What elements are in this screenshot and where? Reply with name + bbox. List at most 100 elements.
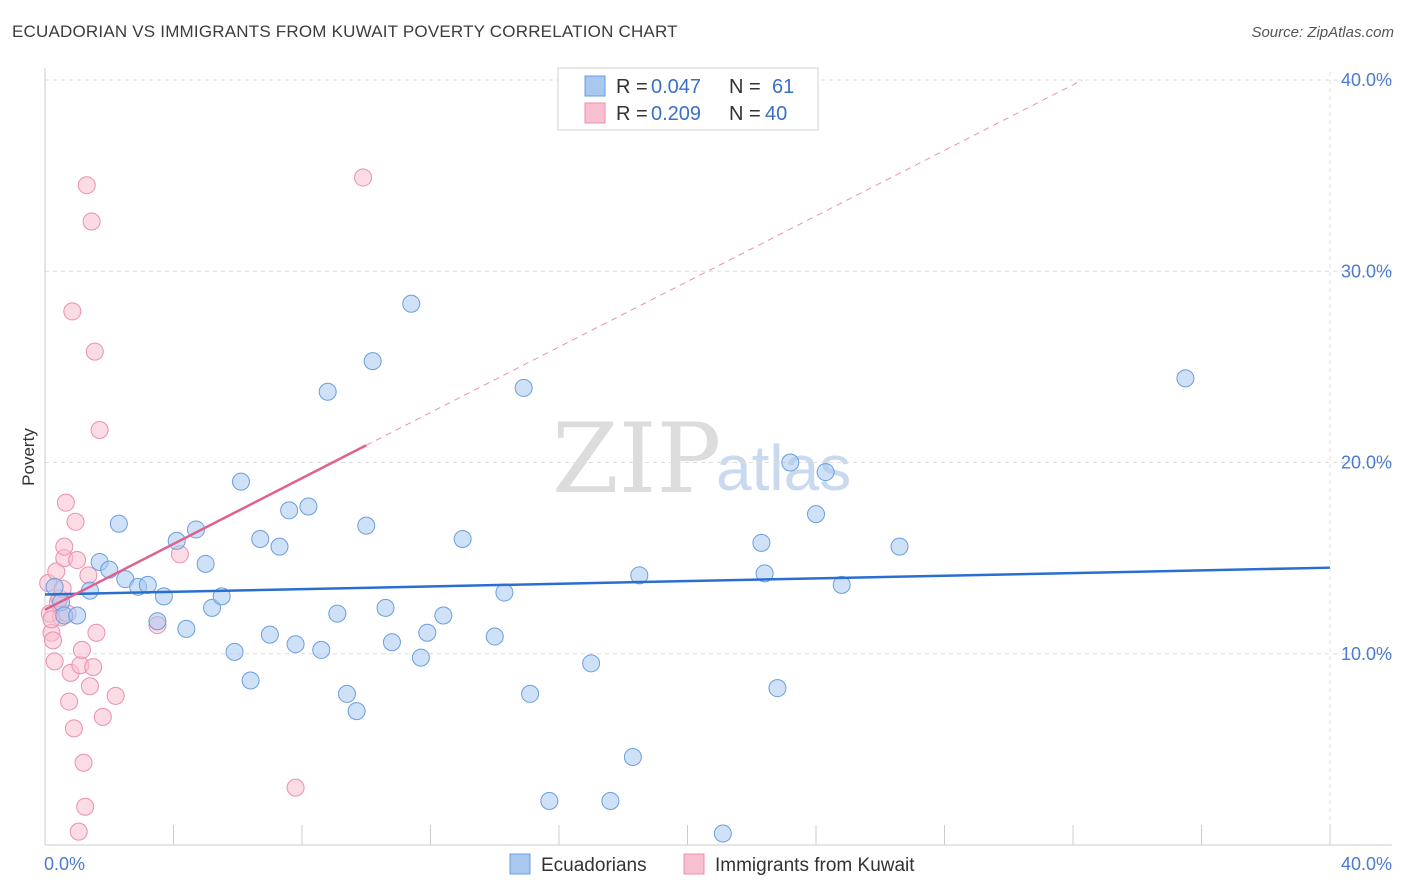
ecuadorians-point-18 [212, 587, 231, 606]
ecuadorians-point-7 [109, 514, 128, 533]
kuwait-point-28 [82, 212, 101, 231]
ecuadorians-point-11 [148, 612, 167, 631]
ecuadorians-point-52 [752, 533, 771, 552]
ecuadorians-point-42 [485, 627, 504, 646]
legend-n-value-blue: 61 [772, 76, 794, 98]
ecuadorians-point-3 [68, 606, 87, 625]
ecuadorians-point-13 [167, 531, 186, 550]
ecuadorians-point-44 [514, 378, 533, 397]
ecuadorians-point-48 [601, 792, 620, 811]
ecuadorians-point-55 [781, 453, 800, 472]
axes [44, 68, 1392, 846]
legend-n-label-pink: N = [729, 103, 761, 125]
ecuadorians-point-28 [312, 640, 331, 659]
kuwait-point-12 [56, 493, 75, 512]
legend-n-label-blue: N = [729, 76, 761, 98]
kuwait-point-16 [63, 302, 82, 321]
series-ecuadorians-points [45, 294, 1195, 843]
legend-r-value-blue: 0.047 [651, 76, 701, 98]
y-tick-label-0: 10.0% [1341, 644, 1392, 664]
kuwait-point-20 [69, 822, 88, 841]
ecuadorians-point-46 [540, 792, 559, 811]
watermark: ZIP atlas [552, 403, 851, 515]
ecuadorians-point-53 [755, 564, 774, 583]
ecuadorians-point-30 [328, 604, 347, 623]
ecuadorians-point-33 [357, 516, 376, 535]
kuwait-point-26 [79, 566, 98, 585]
kuwait-trend-line [44, 444, 367, 611]
ecuadorians-point-22 [251, 530, 270, 548]
kuwait-point-32 [90, 420, 109, 439]
kuwait-trend-extension [366, 79, 1083, 446]
ecuadorians-point-31 [337, 684, 356, 703]
ecuadorians-point-60 [1176, 369, 1195, 388]
ecuadorians-point-17 [203, 598, 222, 617]
x-tick-labels: 0.0% 40.0% [44, 854, 1392, 874]
legend-n-value-pink: 40 [765, 103, 787, 125]
ecuadorians-point-58 [832, 575, 851, 594]
kuwait-point-17 [64, 719, 83, 738]
kuwait-point-19 [68, 551, 87, 570]
legend-swatch-pink [584, 102, 606, 124]
ecuadorians-point-21 [241, 671, 260, 690]
legend-r-label-pink: R = [616, 103, 648, 125]
ecuadorians-point-14 [177, 619, 196, 638]
chart-title: ECUADORIAN VS IMMIGRANTS FROM KUWAIT POV… [12, 22, 678, 41]
kuwait-point-4 [45, 652, 64, 671]
ecuadorians-point-59 [890, 537, 909, 556]
kuwait-point-29 [84, 658, 103, 677]
ecuadorians-point-45 [521, 684, 540, 703]
kuwait-point-30 [85, 342, 104, 361]
ecuadorians-trend-line [44, 566, 1331, 596]
kuwait-point-22 [72, 640, 91, 659]
ecuadorians-point-40 [434, 606, 453, 625]
bottom-legend-ecuadorians: Ecuadorians [541, 855, 647, 876]
kuwait-point-23 [74, 753, 93, 772]
ecuadorians-point-36 [382, 633, 401, 652]
bottom-legend-swatch-ecuadorians [509, 853, 531, 875]
ecuadorians-point-34 [363, 352, 382, 371]
ecuadorians-point-20 [231, 472, 250, 491]
bottom-legend: Ecuadorians Immigrants from Kuwait [509, 853, 915, 876]
y-tick-label-1: 20.0% [1341, 453, 1392, 473]
ecuadorians-point-26 [286, 635, 305, 654]
ecuadorians-point-0 [45, 577, 64, 596]
ecuadorians-point-51 [713, 824, 732, 843]
kuwait-point-24 [76, 797, 95, 816]
ecuadorians-point-37 [402, 294, 421, 313]
legend-swatch-blue [584, 75, 606, 97]
source-label: Source: ZipAtlas.com [1251, 24, 1394, 41]
ecuadorians-point-32 [347, 702, 366, 721]
ecuadorians-point-38 [411, 648, 430, 667]
ecuadorians-point-49 [623, 748, 642, 767]
ecuadorians-point-25 [280, 501, 299, 520]
bottom-legend-swatch-kuwait [683, 853, 705, 875]
ecuadorians-point-29 [318, 382, 337, 401]
kuwait-point-14 [60, 692, 79, 711]
ecuadorians-point-43 [495, 583, 514, 602]
y-tick-label-2: 30.0% [1341, 261, 1392, 281]
legend: R = 0.047 N = 61 R = 0.209 N = 40 [557, 67, 819, 131]
kuwait-point-34 [106, 686, 125, 705]
ecuadorians-point-47 [582, 654, 601, 673]
kuwait-point-25 [77, 176, 96, 195]
kuwait-point-33 [93, 707, 112, 726]
kuwait-point-11 [55, 537, 74, 556]
ecuadorians-point-23 [260, 625, 279, 644]
kuwait-point-18 [66, 512, 85, 531]
x-tick-label-0: 0.0% [44, 854, 85, 874]
y-tick-label-3: 40.0% [1341, 70, 1392, 90]
ecuadorians-point-41 [453, 530, 472, 548]
ecuadorians-point-10 [138, 575, 157, 594]
ecuadorians-point-16 [196, 554, 215, 573]
kuwait-point-37 [286, 778, 305, 797]
ecuadorians-point-24 [270, 537, 289, 556]
kuwait-point-3 [44, 631, 63, 650]
kuwait-point-38 [354, 168, 373, 187]
legend-r-value-pink: 0.209 [651, 103, 701, 125]
ecuadorians-point-39 [418, 623, 437, 642]
series-kuwait-points [39, 168, 373, 841]
x-tick-label-1: 40.0% [1341, 854, 1392, 874]
ecuadorians-point-12 [154, 587, 173, 606]
